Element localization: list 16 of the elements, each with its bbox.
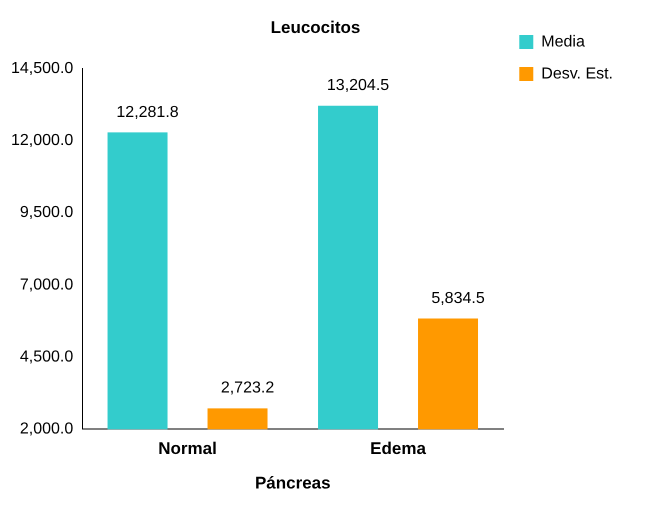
x-tick-label: Edema: [370, 439, 426, 458]
legend-label: Media: [541, 33, 585, 50]
data-label: 5,834.5: [431, 290, 485, 307]
y-tick-label: 7,000.0: [20, 276, 74, 294]
data-label: 12,281.8: [116, 104, 179, 121]
y-tick-label: 9,500.0: [20, 204, 74, 222]
data-label: 13,204.5: [326, 77, 390, 94]
x-tick-label: Normal: [158, 439, 217, 458]
y-tick-label: 4,500.0: [20, 348, 74, 366]
y-tick-label: 14,500.0: [11, 60, 74, 77]
legend-label: Desv. Est.: [541, 65, 613, 82]
x-axis-title: Páncreas: [254, 473, 331, 492]
data-label: 2,723.2: [220, 380, 274, 397]
chart-title: Leucocitos: [270, 18, 360, 37]
y-tick-label: 2,000.0: [20, 420, 74, 438]
y-tick-label: 12,000.0: [11, 132, 74, 149]
